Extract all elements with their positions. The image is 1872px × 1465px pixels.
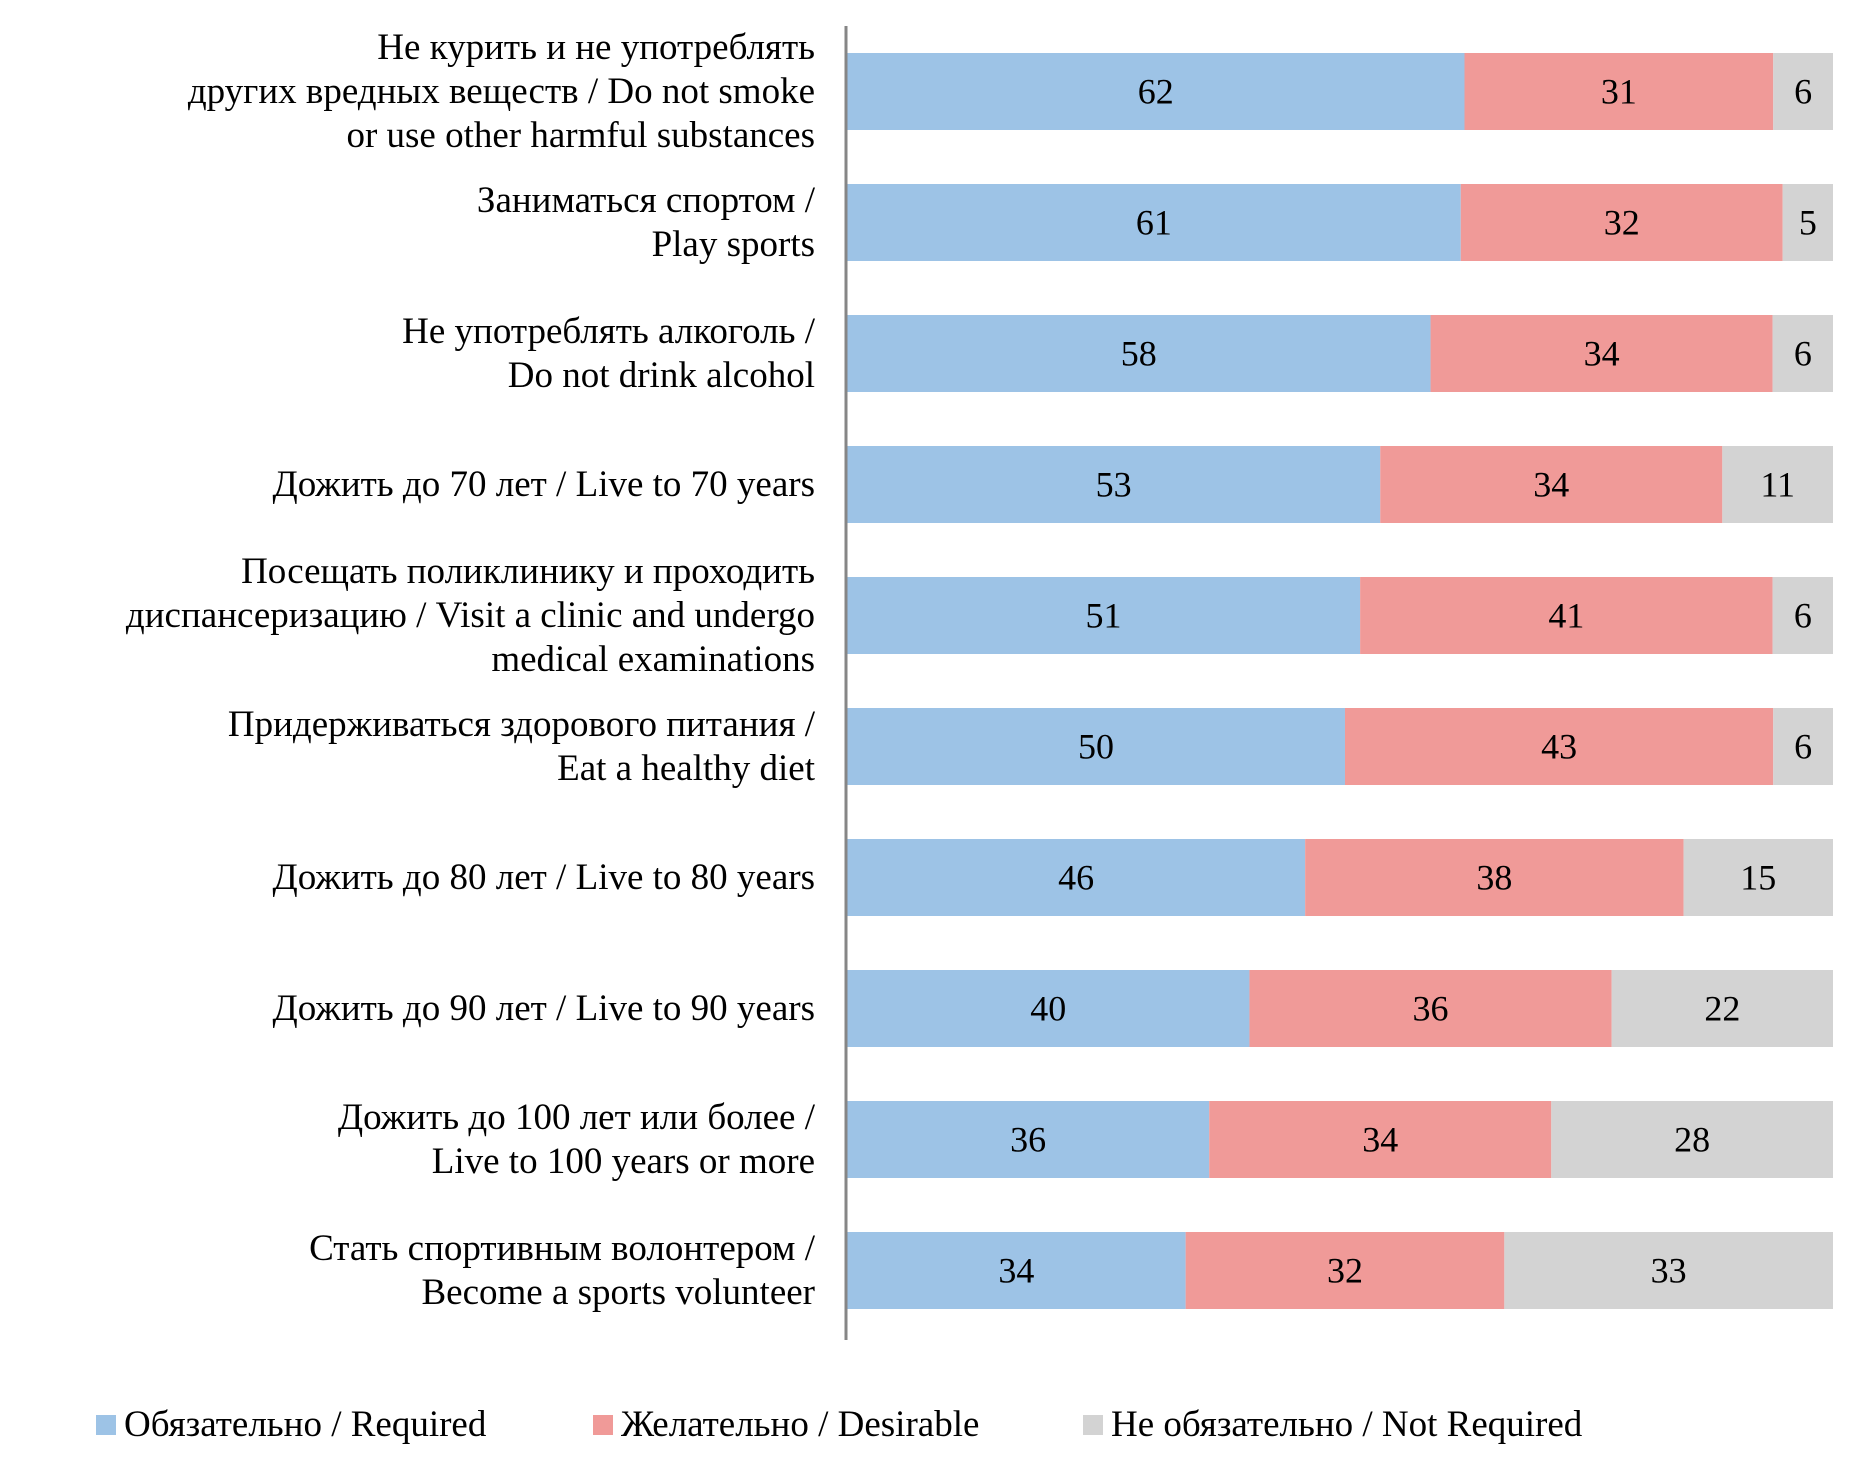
category-label: Дожить до 70 лет / Live to 70 years xyxy=(15,415,815,555)
bar-segment-required xyxy=(847,970,1250,1047)
data-label-not-required: 28 xyxy=(1674,1120,1710,1160)
category-label: Посещать поликлинику и проходить диспанс… xyxy=(15,546,815,686)
category-label: Не курить и не употреблять других вредны… xyxy=(15,22,815,162)
bar-segment-desirable xyxy=(1464,53,1774,130)
data-label-desirable: 34 xyxy=(1362,1120,1398,1160)
bar-segment-required xyxy=(847,577,1361,654)
data-label-required: 40 xyxy=(1030,989,1066,1029)
bar-segment-required xyxy=(847,315,1431,392)
bar-segment-not-required xyxy=(1551,1101,1833,1178)
bar-segment-desirable xyxy=(1344,708,1774,785)
category-label-text: Стать спортивным волонтером / Become a s… xyxy=(309,1227,815,1313)
legend-swatch-not-required xyxy=(1083,1414,1103,1435)
data-label-desirable: 38 xyxy=(1476,858,1512,898)
data-label-desirable: 43 xyxy=(1541,727,1577,767)
legend-swatch-desirable xyxy=(593,1414,613,1435)
legend-item-required: Обязательно / Required xyxy=(96,1403,486,1446)
data-label-not-required: 15 xyxy=(1740,858,1776,898)
bar-segment-not-required xyxy=(1782,184,1833,261)
category-label: Дожить до 90 лет / Live to 90 years xyxy=(15,939,815,1079)
data-label-desirable: 41 xyxy=(1548,596,1584,636)
category-label: Не употреблять алкоголь / Do not drink a… xyxy=(15,284,815,424)
legend-label-required: Обязательно / Required xyxy=(124,1404,487,1445)
data-label-not-required: 22 xyxy=(1704,989,1740,1029)
bar-segment-not-required xyxy=(1504,1232,1833,1309)
data-label-desirable: 34 xyxy=(1584,334,1620,374)
bar-segment-required xyxy=(847,184,1461,261)
category-label: Дожить до 80 лет / Live to 80 years xyxy=(15,808,815,948)
bar-segment-not-required xyxy=(1772,577,1833,654)
data-label-required: 50 xyxy=(1078,727,1114,767)
data-label-not-required: 11 xyxy=(1760,465,1795,505)
data-label-not-required: 5 xyxy=(1799,203,1817,243)
data-label-desirable: 36 xyxy=(1413,989,1449,1029)
category-label: Придерживаться здорового питания / Eat a… xyxy=(15,677,815,817)
category-label-text: Посещать поликлинику и проходить диспанс… xyxy=(125,550,815,680)
bar-segment-required xyxy=(847,708,1345,785)
bar-segment-not-required xyxy=(1722,446,1833,523)
legend-item-not-required: Не обязательно / Not Required xyxy=(1083,1403,1582,1446)
data-label-not-required: 6 xyxy=(1794,727,1812,767)
bar-segment-desirable xyxy=(1249,970,1612,1047)
data-label-desirable: 32 xyxy=(1327,1251,1363,1291)
data-label-desirable: 34 xyxy=(1533,465,1569,505)
category-label-text: Дожить до 80 лет / Live to 80 years xyxy=(272,856,815,898)
bar-segment-desirable xyxy=(1209,1101,1552,1178)
category-label-text: Дожить до 100 лет или более / Live to 10… xyxy=(337,1096,815,1182)
data-label-required: 51 xyxy=(1086,596,1122,636)
bar-segment-required xyxy=(847,446,1381,523)
data-label-required: 53 xyxy=(1096,465,1132,505)
data-label-required: 36 xyxy=(1010,1120,1046,1160)
category-label-text: Дожить до 90 лет / Live to 90 years xyxy=(272,987,815,1029)
legend-label-not-required: Не обязательно / Not Required xyxy=(1111,1404,1583,1445)
bar-segment-desirable xyxy=(1305,839,1684,916)
legend-swatch-required xyxy=(96,1414,116,1435)
category-label-text: Придерживаться здорового питания / Eat a… xyxy=(227,703,815,789)
category-label: Дожить до 100 лет или более / Live to 10… xyxy=(15,1070,815,1210)
data-label-required: 61 xyxy=(1136,203,1172,243)
category-label-text: Дожить до 70 лет / Live to 70 years xyxy=(272,463,815,505)
category-label: Заниматься спортом / Play sports xyxy=(15,153,815,293)
data-label-desirable: 32 xyxy=(1604,203,1640,243)
bar-segment-not-required xyxy=(1773,708,1833,785)
data-label-not-required: 6 xyxy=(1794,72,1812,112)
bar-segment-required xyxy=(847,53,1465,130)
bar-segment-desirable xyxy=(1380,446,1723,523)
bar-segment-desirable xyxy=(1460,184,1783,261)
data-label-desirable: 31 xyxy=(1601,72,1637,112)
data-label-not-required: 6 xyxy=(1794,334,1812,374)
data-label-required: 46 xyxy=(1058,858,1094,898)
category-label-text: Заниматься спортом / Play sports xyxy=(476,179,815,265)
bars-group: 62 31 6 61 32 5 58 34 6 53 34 11 51 41 6 50 43 6 46 38 15 40 3… xyxy=(847,53,1833,1309)
legend-item-desirable: Желательно / Desirable xyxy=(593,1403,979,1446)
bar-segment-required xyxy=(847,839,1306,916)
bar-segment-required xyxy=(847,1101,1210,1178)
bar-segment-required xyxy=(847,1232,1186,1309)
data-label-not-required: 6 xyxy=(1794,596,1812,636)
bar-segment-not-required xyxy=(1772,315,1833,392)
bar-segment-desirable xyxy=(1360,577,1773,654)
bar-segment-desirable xyxy=(1185,1232,1505,1309)
category-label-text: Не курить и не употреблять других вредны… xyxy=(187,26,815,156)
data-label-required: 34 xyxy=(998,1251,1034,1291)
data-label-required: 58 xyxy=(1121,334,1157,374)
bar-segment-not-required xyxy=(1611,970,1833,1047)
category-label: Стать спортивным волонтером / Become a s… xyxy=(15,1201,815,1341)
bar-segment-not-required xyxy=(1773,53,1833,130)
category-label-text: Не употреблять алкоголь / Do not drink a… xyxy=(402,310,815,396)
data-label-required: 62 xyxy=(1138,72,1174,112)
legend-label-desirable: Желательно / Desirable xyxy=(621,1404,980,1445)
data-label-not-required: 33 xyxy=(1651,1251,1687,1291)
bar-segment-desirable xyxy=(1430,315,1773,392)
bar-segment-not-required xyxy=(1683,839,1833,916)
